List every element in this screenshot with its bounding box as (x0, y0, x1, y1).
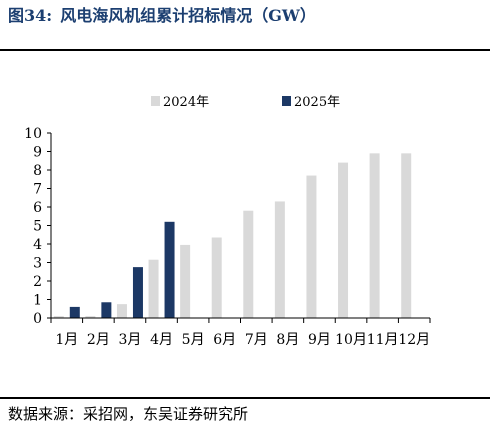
y-tick-label: 3 (33, 256, 42, 272)
x-tick-label: 3月 (118, 332, 141, 348)
chart-bars (53, 153, 412, 318)
y-tick-label: 4 (33, 237, 42, 253)
figure-label: 图34: (8, 6, 53, 25)
legend-label: 2025年 (294, 95, 340, 110)
y-tick-label: 9 (33, 145, 42, 161)
y-axis: 0 1 2 3 4 5 6 7 8 9 10 (24, 126, 52, 327)
bottom-rule (0, 397, 490, 399)
y-tick-label: 0 (33, 311, 42, 327)
x-tick-label: 9月 (308, 332, 331, 348)
x-tick-label: 10月 (335, 332, 367, 348)
bar-2024年-8月 (274, 201, 285, 318)
bar-2024年-7月 (243, 210, 254, 318)
bar-2024年-1月 (53, 316, 64, 318)
bar-2024年-11月 (369, 153, 380, 318)
y-tick-label: 1 (33, 293, 42, 309)
x-tick-label: 8月 (276, 332, 299, 348)
bar-2025年-4月 (164, 221, 175, 318)
bar-2024年-10月 (338, 162, 349, 318)
source-note: 数据来源：采招网，东吴证券研究所 (8, 405, 249, 423)
bar-2025年-1月 (69, 306, 80, 318)
bar-2024年-6月 (211, 237, 222, 318)
bar-2024年-4月 (148, 259, 159, 318)
x-tick-label: 1月 (55, 332, 78, 348)
figure-title-text: 风电海风机组累计招标情况（GW） (60, 6, 316, 25)
bar-2024年-2月 (85, 316, 96, 318)
x-tick-label: 12月 (398, 332, 430, 348)
figure-title: 图34: 风电海风机组累计招标情况（GW） (8, 4, 316, 28)
y-tick-label: 6 (33, 200, 42, 216)
y-tick-label: 10 (24, 126, 42, 142)
legend-swatch (151, 96, 160, 106)
bar-2025年-3月 (132, 267, 143, 318)
y-tick-label: 2 (33, 274, 42, 290)
bar-2024年-12月 (401, 153, 412, 318)
bar-2024年-3月 (116, 304, 127, 318)
chart-legend: 2024年 2025年 (151, 95, 340, 110)
bar-chart: 2024年 2025年 0 1 2 3 4 5 6 7 8 9 10 1月 2月 3月 4月 5月 6月 7月 8月… (24, 95, 431, 348)
x-tick-label: 7月 (245, 332, 268, 348)
y-tick-label: 8 (33, 163, 42, 179)
x-tick-label: 2月 (87, 332, 110, 348)
x-tick-label: 4月 (150, 332, 173, 348)
bar-2025年-2月 (101, 302, 112, 318)
x-axis: 1月 2月 3月 4月 5月 6月 7月 8月 9月 10月 11月 12月 (50, 317, 431, 348)
legend-label: 2024年 (163, 95, 209, 110)
bar-2024年-9月 (306, 175, 317, 318)
top-rule (0, 49, 490, 51)
x-tick-label: 6月 (213, 332, 236, 348)
bar-2024年-5月 (180, 244, 191, 318)
x-tick-label: 11月 (367, 332, 399, 348)
legend-swatch (282, 96, 291, 106)
y-tick-label: 5 (33, 219, 42, 235)
x-tick-label: 5月 (182, 332, 205, 348)
y-tick-label: 7 (33, 182, 42, 198)
